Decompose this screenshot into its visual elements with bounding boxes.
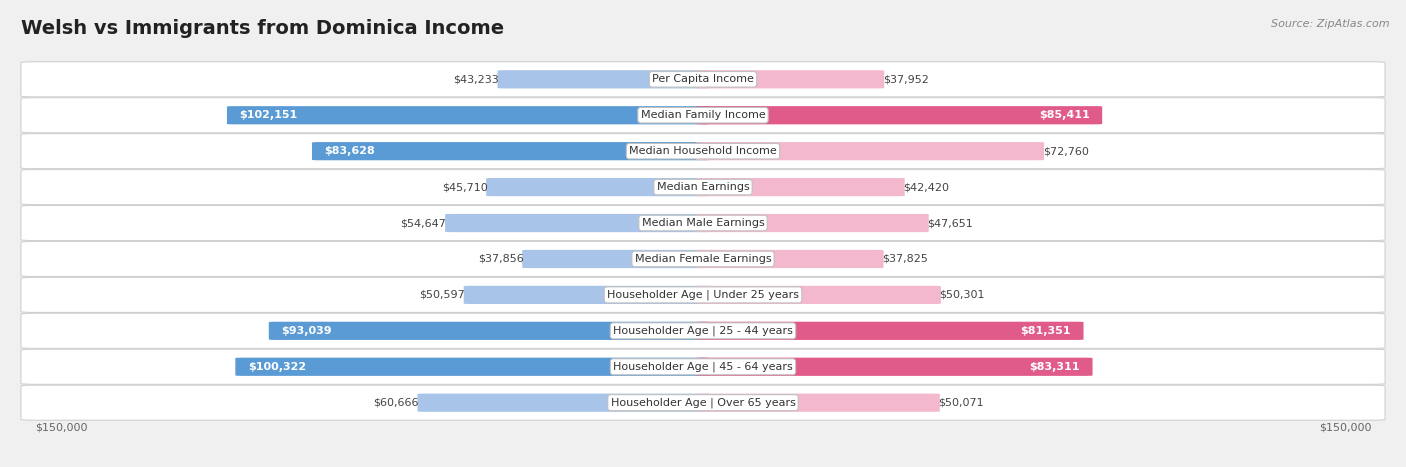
- Text: Householder Age | 45 - 64 years: Householder Age | 45 - 64 years: [613, 361, 793, 372]
- Text: $42,420: $42,420: [903, 182, 949, 192]
- Text: $50,071: $50,071: [938, 398, 984, 408]
- Text: $37,825: $37,825: [882, 254, 928, 264]
- FancyBboxPatch shape: [486, 178, 710, 196]
- FancyBboxPatch shape: [235, 358, 710, 376]
- Text: $50,597: $50,597: [419, 290, 465, 300]
- Text: $60,666: $60,666: [374, 398, 419, 408]
- Text: $47,651: $47,651: [928, 218, 973, 228]
- FancyBboxPatch shape: [696, 70, 884, 88]
- FancyBboxPatch shape: [696, 106, 1102, 124]
- Text: Source: ZipAtlas.com: Source: ZipAtlas.com: [1271, 19, 1389, 28]
- FancyBboxPatch shape: [522, 250, 710, 268]
- FancyBboxPatch shape: [21, 385, 1385, 420]
- FancyBboxPatch shape: [696, 142, 1045, 160]
- FancyBboxPatch shape: [21, 205, 1385, 241]
- Text: Median Male Earnings: Median Male Earnings: [641, 218, 765, 228]
- Text: Median Earnings: Median Earnings: [657, 182, 749, 192]
- FancyBboxPatch shape: [418, 394, 710, 412]
- Text: Householder Age | Under 25 years: Householder Age | Under 25 years: [607, 290, 799, 300]
- FancyBboxPatch shape: [464, 286, 710, 304]
- FancyBboxPatch shape: [21, 170, 1385, 205]
- FancyBboxPatch shape: [21, 134, 1385, 169]
- FancyBboxPatch shape: [446, 214, 710, 232]
- FancyBboxPatch shape: [696, 358, 1092, 376]
- Text: $81,351: $81,351: [1021, 326, 1071, 336]
- Text: $54,647: $54,647: [401, 218, 447, 228]
- FancyBboxPatch shape: [312, 142, 710, 160]
- Text: Per Capita Income: Per Capita Income: [652, 74, 754, 85]
- FancyBboxPatch shape: [269, 322, 710, 340]
- FancyBboxPatch shape: [21, 241, 1385, 276]
- Text: $83,628: $83,628: [325, 146, 375, 156]
- Text: Median Female Earnings: Median Female Earnings: [634, 254, 772, 264]
- Text: $102,151: $102,151: [239, 110, 298, 120]
- Text: Median Household Income: Median Household Income: [628, 146, 778, 156]
- Text: $83,311: $83,311: [1029, 362, 1080, 372]
- FancyBboxPatch shape: [696, 286, 941, 304]
- FancyBboxPatch shape: [21, 349, 1385, 384]
- Text: $93,039: $93,039: [281, 326, 332, 336]
- Text: $50,301: $50,301: [939, 290, 986, 300]
- Text: $37,856: $37,856: [478, 254, 523, 264]
- Text: $45,710: $45,710: [441, 182, 488, 192]
- FancyBboxPatch shape: [696, 178, 904, 196]
- Text: $72,760: $72,760: [1043, 146, 1088, 156]
- Text: Householder Age | Over 65 years: Householder Age | Over 65 years: [610, 397, 796, 408]
- Text: Welsh vs Immigrants from Dominica Income: Welsh vs Immigrants from Dominica Income: [21, 19, 505, 38]
- Text: Householder Age | 25 - 44 years: Householder Age | 25 - 44 years: [613, 325, 793, 336]
- FancyBboxPatch shape: [696, 322, 1084, 340]
- Text: $150,000: $150,000: [35, 423, 87, 432]
- FancyBboxPatch shape: [498, 70, 710, 88]
- Text: $37,952: $37,952: [883, 74, 929, 85]
- FancyBboxPatch shape: [21, 62, 1385, 97]
- Text: $43,233: $43,233: [453, 74, 499, 85]
- FancyBboxPatch shape: [21, 313, 1385, 348]
- FancyBboxPatch shape: [696, 394, 939, 412]
- Text: $85,411: $85,411: [1039, 110, 1090, 120]
- FancyBboxPatch shape: [21, 98, 1385, 133]
- FancyBboxPatch shape: [696, 214, 929, 232]
- Text: $100,322: $100,322: [247, 362, 307, 372]
- FancyBboxPatch shape: [21, 277, 1385, 312]
- FancyBboxPatch shape: [226, 106, 710, 124]
- FancyBboxPatch shape: [696, 250, 883, 268]
- Text: Median Family Income: Median Family Income: [641, 110, 765, 120]
- Text: $150,000: $150,000: [1319, 423, 1371, 432]
